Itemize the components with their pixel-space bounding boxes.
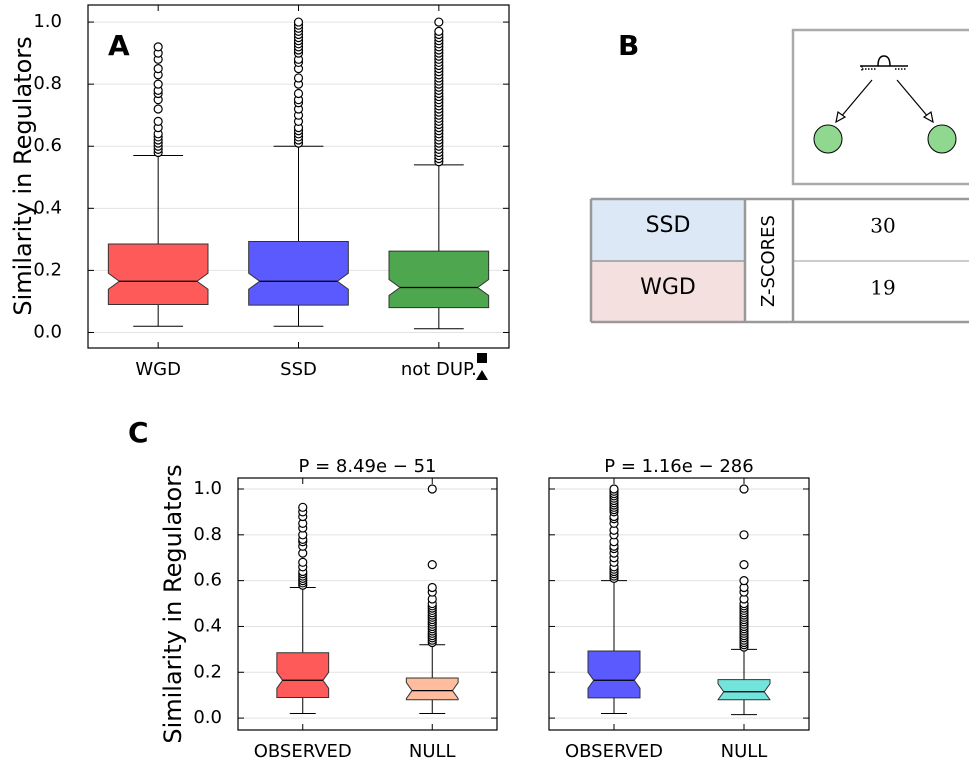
axes-frame — [548, 477, 810, 731]
box — [388, 250, 490, 309]
row-bg — [591, 199, 745, 261]
box — [587, 650, 641, 699]
y-axis-label: Similarity in Regulators — [9, 36, 37, 315]
y-tick-label: 0.0 — [33, 321, 62, 342]
y-tick-label: 1.0 — [193, 478, 222, 499]
outlier — [293, 73, 304, 83]
marker-square — [477, 353, 487, 363]
y-tick-label: 0.0 — [193, 707, 222, 728]
y-tick-label: 0.8 — [193, 524, 222, 545]
z-score-table: SSD WGD Z-SCORES 30 19 — [589, 197, 969, 324]
y-tick-label: 0.2 — [193, 661, 222, 682]
outlier — [434, 17, 444, 27]
z-score: 19 — [870, 276, 895, 300]
outlier — [153, 79, 163, 89]
outlier — [153, 104, 163, 114]
outlier — [153, 42, 163, 52]
panel-label: B — [618, 29, 639, 62]
outlier — [609, 484, 619, 494]
x-tick-label: NULL — [721, 741, 768, 762]
outlier — [298, 502, 308, 512]
box — [107, 243, 209, 306]
y-tick-label: 0.4 — [33, 197, 62, 218]
x-tick-label: OBSERVED — [254, 741, 352, 762]
outlier — [739, 530, 749, 540]
row-name: SSD — [646, 213, 691, 238]
outlier — [427, 582, 437, 593]
outlier — [293, 88, 304, 99]
outlier — [739, 576, 749, 586]
y-tick-label: 1.0 — [33, 11, 62, 32]
x-tick-label: WGD — [135, 359, 181, 380]
outlier — [293, 17, 304, 27]
x-tick-label: not DUP. — [401, 359, 477, 380]
outlier — [298, 557, 308, 567]
box — [248, 241, 349, 306]
outlier — [434, 26, 444, 36]
outlier — [153, 64, 163, 74]
gene-node — [927, 124, 957, 154]
gene-node — [813, 124, 843, 154]
box — [717, 679, 771, 701]
outlier — [153, 116, 163, 127]
outlier — [739, 559, 749, 570]
marker-triangle — [476, 370, 488, 380]
box — [276, 652, 330, 698]
column-header: Z-SCORES — [758, 215, 779, 307]
y-tick-label: 0.2 — [33, 259, 62, 280]
diagram-frame — [791, 28, 969, 186]
y-tick-label: 0.6 — [33, 135, 62, 156]
axes-frame — [237, 477, 498, 731]
x-tick-label: OBSERVED — [565, 741, 663, 762]
row-bg — [591, 261, 745, 322]
outlier — [427, 559, 437, 570]
promoter-icon — [860, 55, 908, 71]
chart-title: P = 8.49e − 51 — [299, 456, 437, 477]
z-score: 30 — [870, 214, 895, 238]
x-tick-label: SSD — [280, 359, 317, 380]
row-name: WGD — [640, 275, 696, 300]
panel-label: A — [108, 29, 130, 62]
y-axis-label: Similarity in Regulators — [159, 464, 187, 743]
y-tick-label: 0.8 — [33, 73, 62, 94]
y-tick-label: 0.6 — [193, 570, 222, 591]
arrows — [835, 79, 934, 124]
panel-label: C — [128, 416, 149, 449]
outlier — [427, 484, 437, 494]
outlier — [739, 484, 749, 494]
chart-title: P = 1.16e − 286 — [604, 456, 753, 477]
x-tick-label: NULL — [409, 741, 456, 762]
y-tick-label: 0.4 — [193, 615, 222, 636]
box — [405, 677, 459, 701]
